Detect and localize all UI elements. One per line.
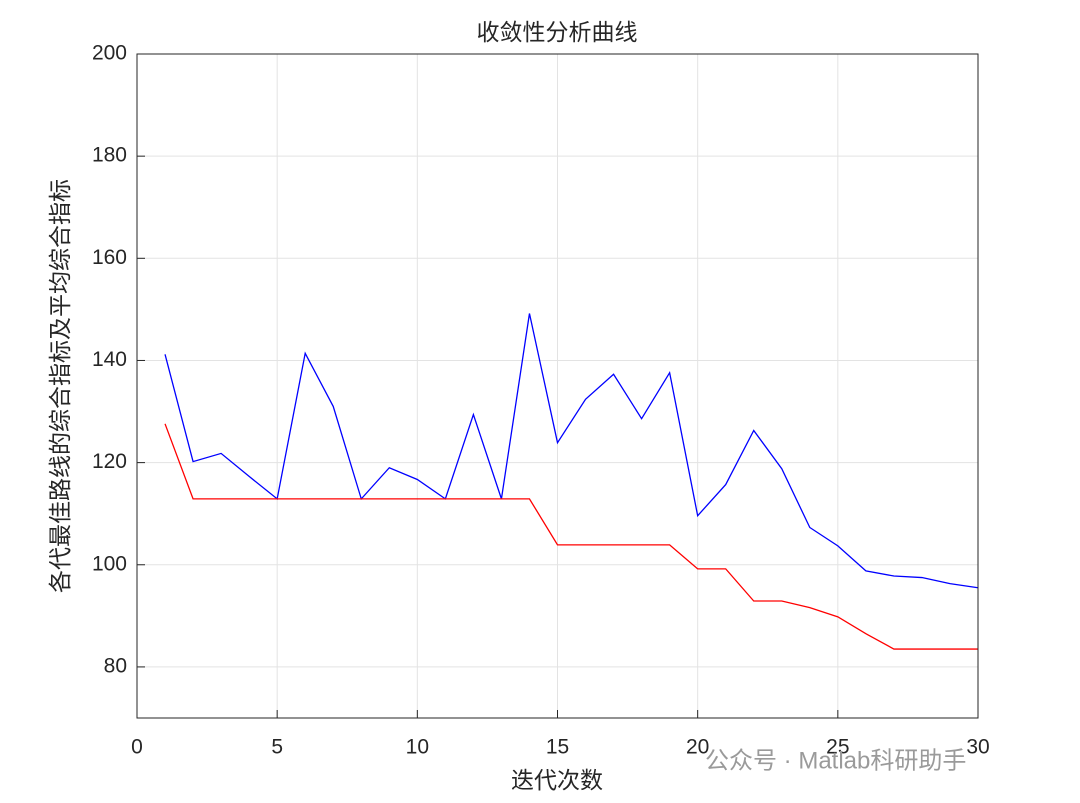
x-tick-label: 25 (826, 736, 849, 759)
x-tick-label: 20 (686, 736, 709, 759)
watermark: 公众号 · Matlab科研助手 (705, 747, 966, 774)
x-tick-label: 0 (131, 736, 143, 759)
y-tick-label: 160 (92, 246, 127, 269)
y-tick-label: 80 (104, 654, 127, 677)
y-tick-label: 200 (92, 42, 127, 65)
y-axis-label: 各代最佳路线的综合指标及平均综合指标 (47, 179, 73, 593)
x-tick-label: 5 (271, 736, 283, 759)
line-series (164, 423, 978, 650)
lines (164, 313, 979, 650)
y-tick-label: 140 (92, 348, 127, 371)
y-tick-label: 120 (92, 450, 127, 473)
x-tick-label: 30 (966, 736, 989, 759)
chart-title: 收敛性分析曲线 (477, 19, 638, 45)
x-tick-label: 15 (546, 736, 569, 759)
y-tick-label: 100 (92, 552, 127, 575)
y-tick-label: 180 (92, 144, 127, 167)
line-series (164, 313, 979, 589)
ticks: 0 5 10 15 20 25 30 80 100 120 140 160 180 200 (92, 42, 990, 759)
x-axis-label: 迭代次数 (511, 767, 603, 793)
x-tick-label: 10 (406, 736, 429, 759)
